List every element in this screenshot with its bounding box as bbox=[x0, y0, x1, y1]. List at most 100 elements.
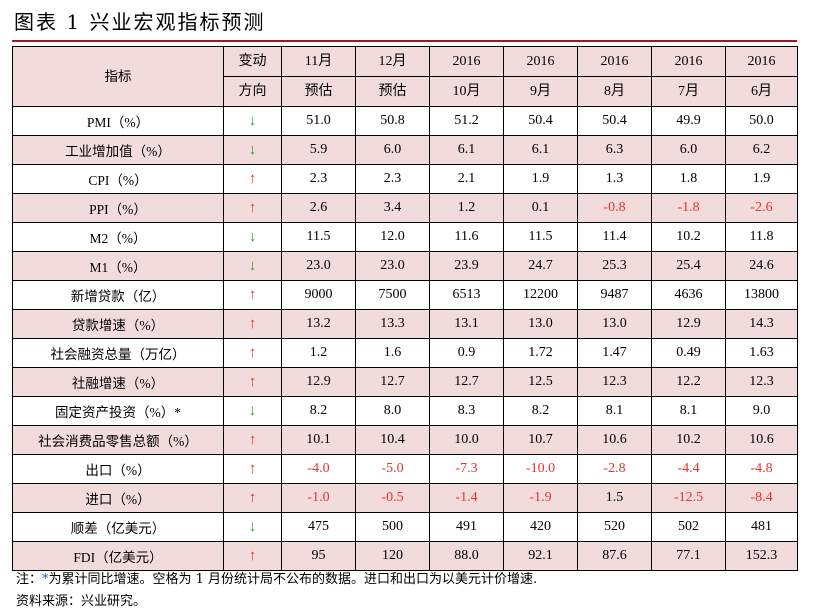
value-cell-m6: 481 bbox=[725, 512, 798, 542]
value-cell-m8: 50.4 bbox=[577, 106, 652, 136]
value-cell-m10: -7.3 bbox=[429, 454, 504, 484]
value-cell-m9: 10.7 bbox=[503, 425, 578, 455]
value-cell-m7: 8.1 bbox=[651, 396, 726, 426]
table-row: FDI（亿美元） ↑ 95 120 88.0 92.1 87.6 77.1 152.3 bbox=[12, 541, 798, 571]
arrow-up-icon: ↑ bbox=[223, 425, 282, 455]
indicator-name: M2（%） bbox=[12, 222, 224, 252]
table-row: M1（%） ↓ 23.0 23.0 23.9 24.7 25.3 25.4 24.6 bbox=[12, 251, 798, 281]
value-cell-m6: 10.6 bbox=[725, 425, 798, 455]
header-col2-top: 2016 bbox=[503, 46, 578, 77]
value-cell-m6: -4.8 bbox=[725, 454, 798, 484]
indicator-name: FDI（亿美元） bbox=[12, 541, 224, 571]
table-header: 指标 变动 11月 12月 2016 2016 2016 2016 2016 方… bbox=[12, 46, 798, 107]
indicator-name: 固定资产投资（%）* bbox=[12, 396, 224, 426]
value-cell-m10: 6513 bbox=[429, 280, 504, 310]
value-cell-m6: 50.0 bbox=[725, 106, 798, 136]
value-cell-m8: 1.3 bbox=[577, 164, 652, 194]
indicator-name: 进口（%） bbox=[12, 483, 224, 513]
value-cell-m10: 0.9 bbox=[429, 338, 504, 368]
indicator-name: 顺差（亿美元） bbox=[12, 512, 224, 542]
title-underline bbox=[12, 40, 797, 42]
table-row: CPI（%） ↑ 2.3 2.3 2.1 1.9 1.3 1.8 1.9 bbox=[12, 164, 798, 194]
header-dec-top: 12月 bbox=[355, 46, 430, 77]
value-cell-m6: 1.9 bbox=[725, 164, 798, 194]
value-cell-dec: 500 bbox=[355, 512, 430, 542]
value-cell-nov: 475 bbox=[281, 512, 356, 542]
figure-title: 图表 1 兴业宏观指标预测 bbox=[14, 10, 266, 34]
value-cell-m6: -2.6 bbox=[725, 193, 798, 223]
arrow-down-icon: ↓ bbox=[223, 396, 282, 426]
value-cell-m7: 10.2 bbox=[651, 222, 726, 252]
value-cell-dec: 6.0 bbox=[355, 135, 430, 165]
value-cell-m7: 49.9 bbox=[651, 106, 726, 136]
indicator-name: 社会融资总量（万亿） bbox=[12, 338, 224, 368]
value-cell-m7: 1.8 bbox=[651, 164, 726, 194]
value-cell-m8: -2.8 bbox=[577, 454, 652, 484]
value-cell-m8: 1.47 bbox=[577, 338, 652, 368]
value-cell-dec: 2.3 bbox=[355, 164, 430, 194]
value-cell-m9: -10.0 bbox=[503, 454, 578, 484]
header-direction-bottom: 方向 bbox=[223, 76, 282, 107]
value-cell-m9: 6.1 bbox=[503, 135, 578, 165]
value-cell-m10: 13.1 bbox=[429, 309, 504, 339]
note-star: * bbox=[42, 572, 49, 587]
value-cell-m7: 0.49 bbox=[651, 338, 726, 368]
table-note: 注：*为累计同比增速。空格为 1 月份统计局不公布的数据。进口和出口为以美元计价… bbox=[16, 568, 537, 587]
table-row: 贷款增速（%） ↑ 13.2 13.3 13.1 13.0 13.0 12.9 14.3 bbox=[12, 309, 798, 339]
table-row: 社会消费品零售总额（%） ↑ 10.1 10.4 10.0 10.7 10.6 10.2 10.… bbox=[12, 425, 798, 455]
value-cell-nov: 2.3 bbox=[281, 164, 356, 194]
value-cell-m10: 11.6 bbox=[429, 222, 504, 252]
header-indicator: 指标 bbox=[12, 46, 224, 107]
value-cell-nov: -4.0 bbox=[281, 454, 356, 484]
indicator-name: CPI（%） bbox=[12, 164, 224, 194]
value-cell-m9: -1.9 bbox=[503, 483, 578, 513]
header-col2-bottom: 9月 bbox=[503, 76, 578, 107]
table-body: PMI（%） ↓ 51.0 50.8 51.2 50.4 50.4 49.9 50.0 工业增加值… bbox=[12, 106, 798, 571]
indicator-name: 社融增速（%） bbox=[12, 367, 224, 397]
value-cell-m10: 51.2 bbox=[429, 106, 504, 136]
value-cell-nov: 9000 bbox=[281, 280, 356, 310]
value-cell-dec: 23.0 bbox=[355, 251, 430, 281]
value-cell-m9: 11.5 bbox=[503, 222, 578, 252]
data-source: 资料来源：兴业研究。 bbox=[16, 594, 147, 609]
value-cell-m8: 8.1 bbox=[577, 396, 652, 426]
value-cell-m7: 77.1 bbox=[651, 541, 726, 571]
value-cell-m10: 2.1 bbox=[429, 164, 504, 194]
value-cell-nov: 95 bbox=[281, 541, 356, 571]
value-cell-m6: 24.6 bbox=[725, 251, 798, 281]
header-nov-bottom: 预估 bbox=[281, 76, 356, 107]
table-row: M2（%） ↓ 11.5 12.0 11.6 11.5 11.4 10.2 11.8 bbox=[12, 222, 798, 252]
header-nov-top: 11月 bbox=[281, 46, 356, 77]
value-cell-m7: -1.8 bbox=[651, 193, 726, 223]
value-cell-m7: 6.0 bbox=[651, 135, 726, 165]
header-col1-bottom: 10月 bbox=[429, 76, 504, 107]
value-cell-m8: 13.0 bbox=[577, 309, 652, 339]
value-cell-nov: 51.0 bbox=[281, 106, 356, 136]
value-cell-nov: -1.0 bbox=[281, 483, 356, 513]
table-row: PPI（%） ↑ 2.6 3.4 1.2 0.1 -0.8 -1.8 -2.6 bbox=[12, 193, 798, 223]
value-cell-nov: 13.2 bbox=[281, 309, 356, 339]
value-cell-dec: 12.0 bbox=[355, 222, 430, 252]
table-row: 工业增加值（%） ↓ 5.9 6.0 6.1 6.1 6.3 6.0 6.2 bbox=[12, 135, 798, 165]
value-cell-m6: 6.2 bbox=[725, 135, 798, 165]
value-cell-m8: 520 bbox=[577, 512, 652, 542]
value-cell-m10: 10.0 bbox=[429, 425, 504, 455]
arrow-down-icon: ↓ bbox=[223, 251, 282, 281]
header-direction-top: 变动 bbox=[223, 46, 282, 77]
value-cell-m9: 420 bbox=[503, 512, 578, 542]
value-cell-m10: 12.7 bbox=[429, 367, 504, 397]
value-cell-m6: 152.3 bbox=[725, 541, 798, 571]
value-cell-m8: 12.3 bbox=[577, 367, 652, 397]
value-cell-m7: 502 bbox=[651, 512, 726, 542]
value-cell-m7: 12.2 bbox=[651, 367, 726, 397]
indicator-name: 工业增加值（%） bbox=[12, 135, 224, 165]
value-cell-dec: 12.7 bbox=[355, 367, 430, 397]
arrow-up-icon: ↑ bbox=[223, 541, 282, 571]
value-cell-nov: 8.2 bbox=[281, 396, 356, 426]
value-cell-m9: 1.9 bbox=[503, 164, 578, 194]
table-row: 顺差（亿美元） ↓ 475 500 491 420 520 502 481 bbox=[12, 512, 798, 542]
indicator-name: PPI（%） bbox=[12, 193, 224, 223]
value-cell-dec: 7500 bbox=[355, 280, 430, 310]
arrow-up-icon: ↑ bbox=[223, 164, 282, 194]
value-cell-nov: 1.2 bbox=[281, 338, 356, 368]
